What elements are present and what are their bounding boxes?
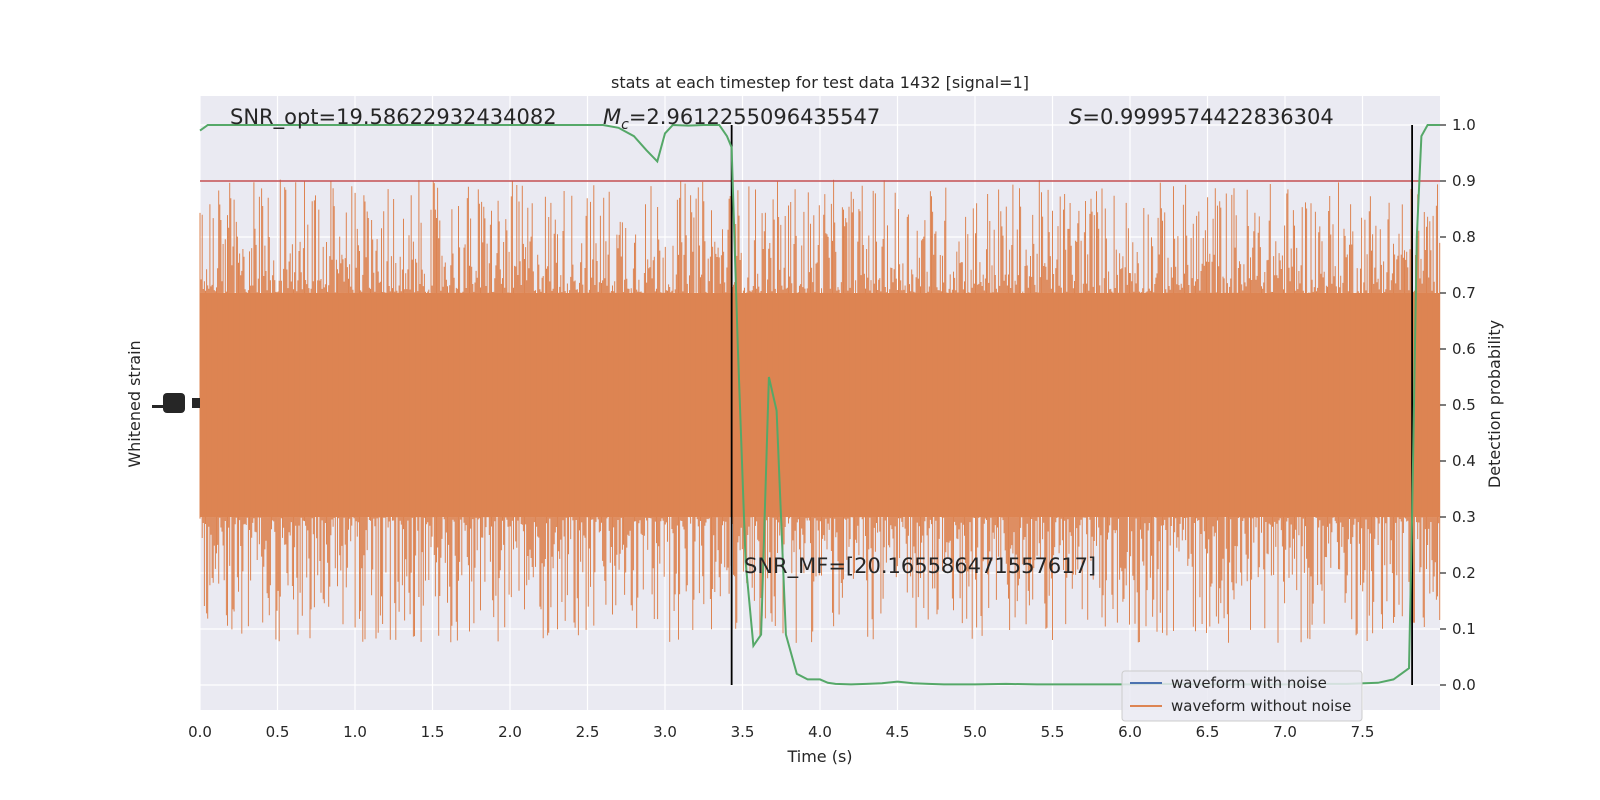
x-tick-label: 3.0 [653, 723, 677, 741]
x-tick-label: 5.5 [1041, 723, 1065, 741]
annotation-chirp-mass: Mc=2.9612255096435547 [603, 105, 880, 133]
left-tick-mark [192, 398, 200, 408]
y-tick-label: 0.6 [1452, 340, 1476, 358]
y-tick-label: 0.9 [1452, 172, 1476, 190]
left-tick-dash [152, 405, 166, 408]
x-tick-label: 7.0 [1273, 723, 1297, 741]
y-ticks-right: 0.0 0.1 0.2 0.3 0.4 0.5 0.6 0.7 0.8 0.9 1.0 [1440, 116, 1476, 694]
annotation-snr-opt: SNR_opt=19.58622932434082 [230, 105, 557, 130]
x-axis-label: Time (s) [786, 747, 852, 766]
y-tick-label: 0.1 [1452, 620, 1476, 638]
annotation-s-value: S=0.9999574422836304 [1069, 105, 1334, 129]
strain-series [199, 179, 1441, 643]
annotation-snr-mf: SNR_MF=[20.165586471557617] [744, 554, 1096, 579]
left-tick-cluster [163, 393, 185, 413]
y-tick-label: 1.0 [1452, 116, 1476, 134]
x-tick-label: 1.0 [343, 723, 367, 741]
y-tick-label: 0.0 [1452, 676, 1476, 694]
y-tick-label: 0.5 [1452, 396, 1476, 414]
legend-label-with-noise: waveform with noise [1171, 674, 1327, 692]
x-tick-label: 5.0 [963, 723, 987, 741]
x-tick-label: 7.5 [1351, 723, 1375, 741]
y-tick-label: 0.2 [1452, 564, 1476, 582]
x-tick-label: 4.5 [886, 723, 910, 741]
y-tick-label: 0.4 [1452, 452, 1476, 470]
x-tick-label: 4.0 [808, 723, 832, 741]
vertical-markers [730, 125, 1413, 685]
x-tick-label: 0.5 [266, 723, 290, 741]
y-axis-label-right: Detection probability [1485, 320, 1504, 488]
legend-box [1121, 670, 1363, 722]
legend-label-without-noise: waveform without noise [1171, 697, 1351, 715]
x-tick-label: 6.0 [1118, 723, 1142, 741]
x-tick-label: 2.5 [576, 723, 600, 741]
x-tick-label: 2.0 [498, 723, 522, 741]
x-tick-label: 0.0 [188, 723, 212, 741]
x-ticks: 0.0 0.5 1.0 1.5 2.0 2.5 3.0 3.5 4.0 4.5 5.0 5.5 6.0 6… [188, 723, 1374, 741]
y-axis-label-left: Whitened strain [125, 340, 144, 467]
x-tick-label: 1.5 [421, 723, 445, 741]
chart-title: stats at each timestep for test data 143… [611, 73, 1029, 92]
left-axis-overlapping-ticks [152, 393, 200, 413]
x-tick-label: 6.5 [1196, 723, 1220, 741]
legend: waveform with noise waveform without noi… [1121, 670, 1363, 722]
y-tick-label: 0.8 [1452, 228, 1476, 246]
y-tick-label: 0.7 [1452, 284, 1476, 302]
strain-trace [199, 179, 1441, 643]
y-tick-label: 0.3 [1452, 508, 1476, 526]
x-tick-label: 3.5 [731, 723, 755, 741]
